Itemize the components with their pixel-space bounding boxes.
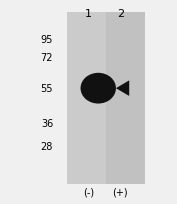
Bar bbox=[106, 13, 145, 184]
Text: 95: 95 bbox=[41, 35, 53, 45]
Text: 2: 2 bbox=[117, 9, 124, 19]
Text: 72: 72 bbox=[41, 53, 53, 63]
Text: (-): (-) bbox=[83, 186, 94, 196]
Text: 1: 1 bbox=[85, 9, 92, 19]
Text: 28: 28 bbox=[41, 141, 53, 151]
Polygon shape bbox=[116, 81, 129, 96]
Text: (+): (+) bbox=[113, 186, 128, 196]
Ellipse shape bbox=[81, 73, 116, 104]
Bar bbox=[67, 13, 106, 184]
Text: 36: 36 bbox=[41, 119, 53, 128]
Bar bbox=[67, 13, 145, 184]
Text: 55: 55 bbox=[41, 84, 53, 94]
